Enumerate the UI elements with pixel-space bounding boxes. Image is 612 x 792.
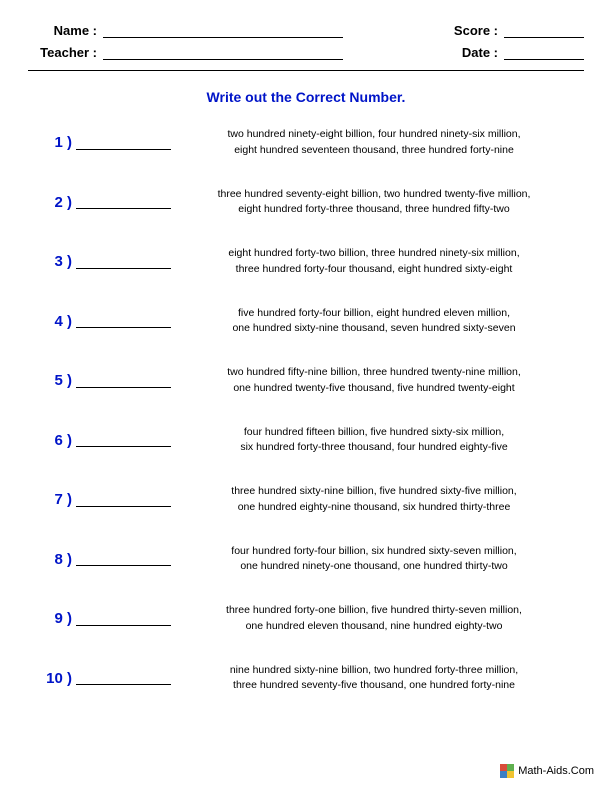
answer-blank[interactable] — [76, 671, 171, 685]
problem-line1: four hundred forty-four billion, six hun… — [231, 545, 516, 557]
footer-text: Math-Aids.Com — [518, 765, 594, 777]
problem-number: 7 ) — [38, 491, 76, 508]
teacher-blank[interactable] — [103, 44, 343, 60]
problem-line1: three hundred sixty-nine billion, five h… — [231, 485, 516, 497]
problem-text: three hundred sixty-nine billion, five h… — [189, 484, 559, 516]
score-blank[interactable] — [504, 22, 584, 38]
problem-number: 3 ) — [38, 253, 76, 270]
answer-blank[interactable] — [76, 552, 171, 566]
problem-line1: eight hundred forty-two billion, three h… — [228, 247, 519, 259]
problem-line1: four hundred fifteen billion, five hundr… — [244, 426, 504, 438]
answer-blank[interactable] — [76, 136, 171, 150]
problem-number: 9 ) — [38, 610, 76, 627]
problem-row: 3 ) eight hundred forty-two billion, thr… — [38, 246, 559, 278]
name-blank[interactable] — [103, 22, 343, 38]
problem-line2: one hundred twenty-five thousand, five h… — [233, 382, 514, 394]
answer-blank[interactable] — [76, 433, 171, 447]
problem-number: 10 ) — [38, 670, 76, 687]
problem-text: eight hundred forty-two billion, three h… — [189, 246, 559, 278]
problem-number: 1 ) — [38, 134, 76, 151]
problem-text: two hundred fifty-nine billion, three hu… — [189, 365, 559, 397]
date-label: Date : — [444, 45, 504, 60]
header-divider — [28, 70, 584, 71]
problem-row: 10 ) nine hundred sixty-nine billion, tw… — [38, 663, 559, 695]
problem-row: 6 ) four hundred fifteen billion, five h… — [38, 425, 559, 457]
header: Name : Score : Teacher : Date : — [28, 22, 584, 60]
answer-blank[interactable] — [76, 195, 171, 209]
problem-line1: nine hundred sixty-nine billion, two hun… — [230, 664, 518, 676]
problem-row: 8 ) four hundred forty-four billion, six… — [38, 544, 559, 576]
answer-blank[interactable] — [76, 374, 171, 388]
problem-line1: two hundred ninety-eight billion, four h… — [228, 128, 521, 140]
worksheet-title: Write out the Correct Number. — [28, 89, 584, 105]
problem-text: five hundred forty-four billion, eight h… — [189, 306, 559, 338]
problem-text: nine hundred sixty-nine billion, two hun… — [189, 663, 559, 695]
problem-text: four hundred fifteen billion, five hundr… — [189, 425, 559, 457]
date-blank[interactable] — [504, 44, 584, 60]
header-row-1: Name : Score : — [28, 22, 584, 38]
problem-text: three hundred seventy-eight billion, two… — [189, 187, 559, 219]
problem-row: 2 ) three hundred seventy-eight billion,… — [38, 187, 559, 219]
problem-line2: one hundred sixty-nine thousand, seven h… — [232, 322, 515, 334]
problem-line2: one hundred ninety-one thousand, one hun… — [240, 560, 507, 572]
problem-row: 4 ) five hundred forty-four billion, eig… — [38, 306, 559, 338]
problem-row: 5 ) two hundred fifty-nine billion, thre… — [38, 365, 559, 397]
problem-row: 7 ) three hundred sixty-nine billion, fi… — [38, 484, 559, 516]
problem-row: 9 ) three hundred forty-one billion, fiv… — [38, 603, 559, 635]
header-row-2: Teacher : Date : — [28, 44, 584, 60]
problem-line2: three hundred forty-four thousand, eight… — [236, 263, 513, 275]
worksheet-page: Name : Score : Teacher : Date : Write ou… — [0, 0, 612, 694]
answer-blank[interactable] — [76, 612, 171, 626]
footer: Math-Aids.Com — [500, 764, 594, 778]
problem-line2: six hundred forty-three thousand, four h… — [240, 441, 507, 453]
teacher-label: Teacher : — [28, 45, 103, 60]
answer-blank[interactable] — [76, 255, 171, 269]
logo-icon — [500, 764, 514, 778]
problem-number: 6 ) — [38, 432, 76, 449]
problem-line1: three hundred seventy-eight billion, two… — [218, 188, 531, 200]
problem-line1: two hundred fifty-nine billion, three hu… — [227, 366, 521, 378]
answer-blank[interactable] — [76, 314, 171, 328]
problem-row: 1 ) two hundred ninety-eight billion, fo… — [38, 127, 559, 159]
problem-line2: one hundred eleven thousand, nine hundre… — [246, 620, 503, 632]
problem-line2: eight hundred seventeen thousand, three … — [234, 144, 514, 156]
problem-line1: three hundred forty-one billion, five hu… — [226, 604, 522, 616]
problem-text: two hundred ninety-eight billion, four h… — [189, 127, 559, 159]
name-label: Name : — [28, 23, 103, 38]
problem-number: 4 ) — [38, 313, 76, 330]
answer-blank[interactable] — [76, 493, 171, 507]
problem-number: 2 ) — [38, 194, 76, 211]
problem-line2: three hundred seventy-five thousand, one… — [233, 679, 515, 691]
problem-number: 8 ) — [38, 551, 76, 568]
score-label: Score : — [444, 23, 504, 38]
problem-text: four hundred forty-four billion, six hun… — [189, 544, 559, 576]
problem-line2: eight hundred forty-three thousand, thre… — [238, 203, 509, 215]
problem-line1: five hundred forty-four billion, eight h… — [238, 307, 510, 319]
problem-line2: one hundred eighty-nine thousand, six hu… — [238, 501, 511, 513]
problem-number: 5 ) — [38, 372, 76, 389]
problems-list: 1 ) two hundred ninety-eight billion, fo… — [28, 127, 584, 694]
problem-text: three hundred forty-one billion, five hu… — [189, 603, 559, 635]
